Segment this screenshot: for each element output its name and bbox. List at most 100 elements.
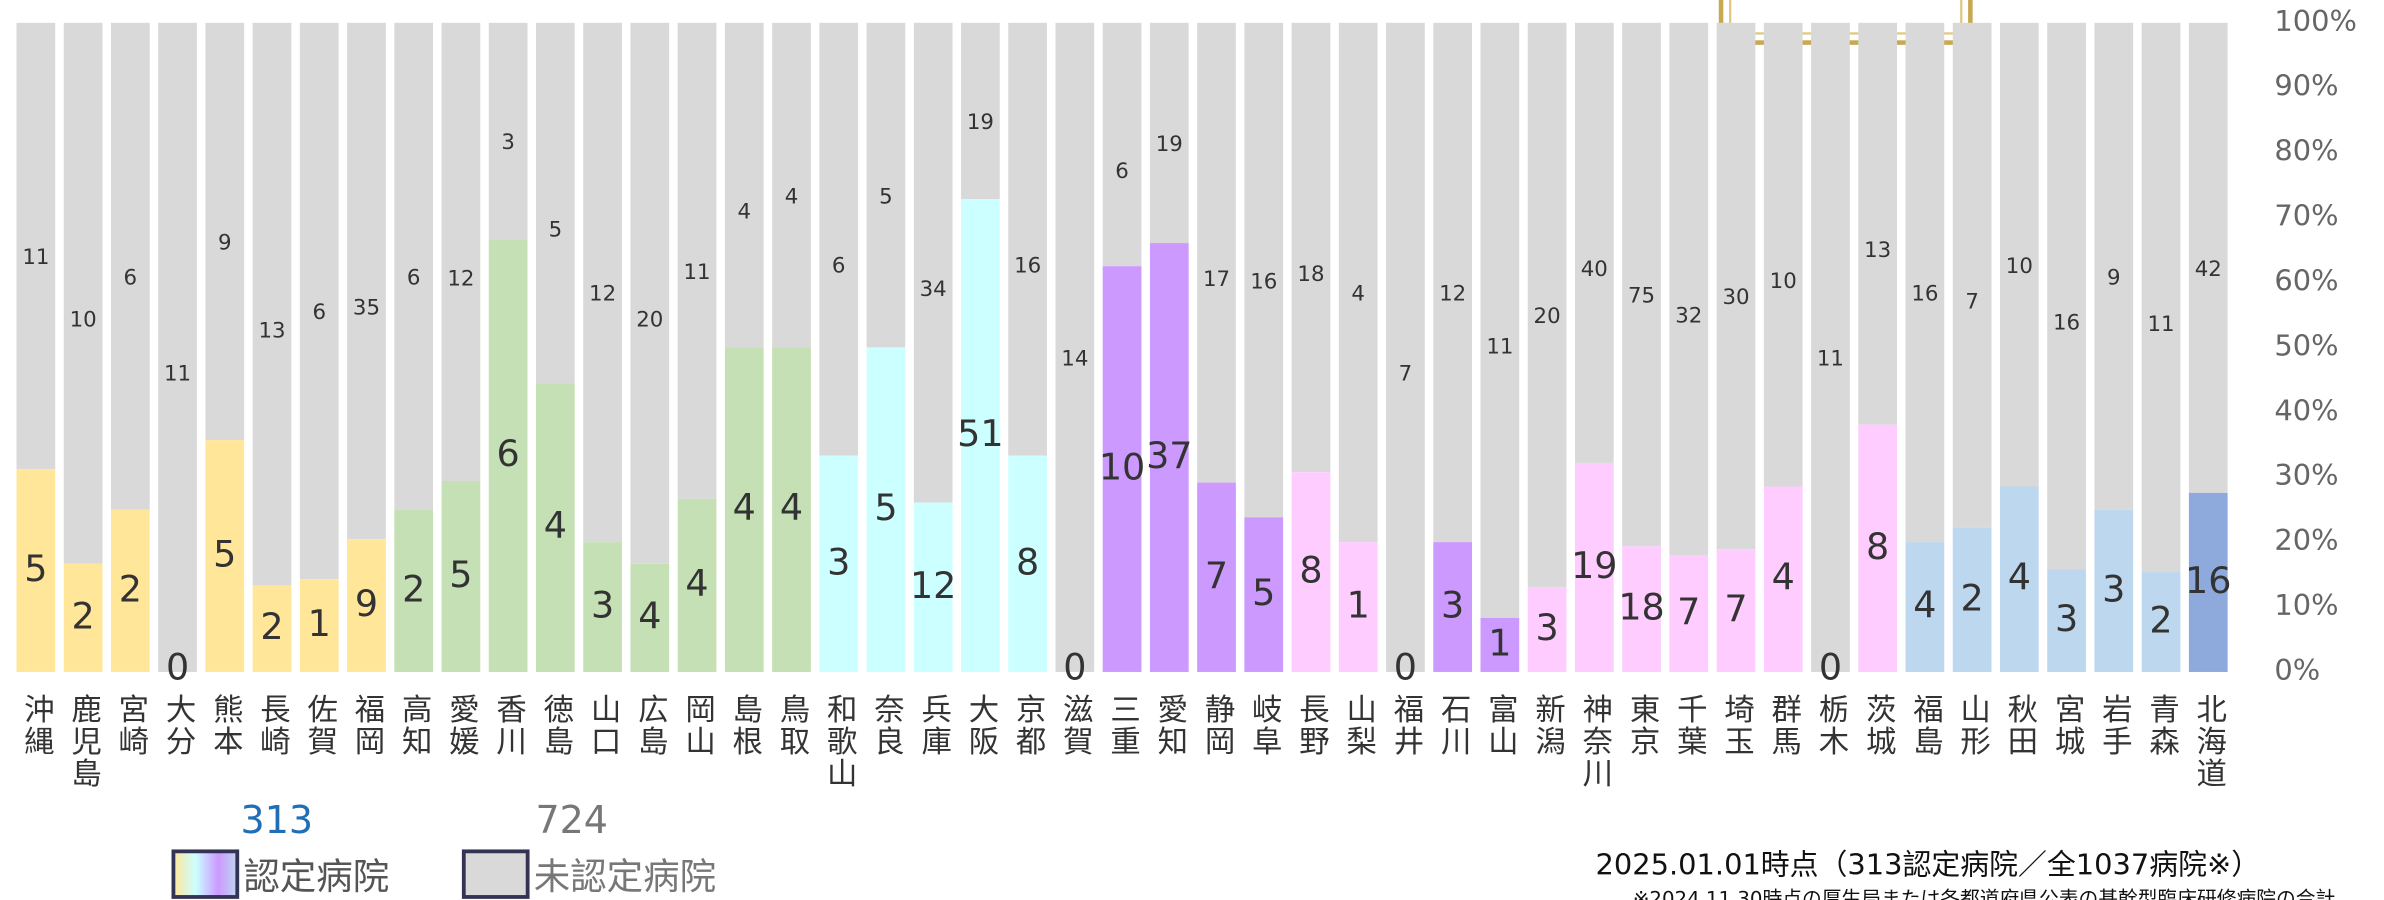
x-tick-label: 岩手: [2096, 693, 2132, 757]
bar-segment: [441, 22, 481, 482]
bar-segment: [1999, 486, 2039, 672]
data-label: 0: [1063, 645, 1086, 688]
x-tick-label: 茨城: [1860, 693, 1895, 757]
bar-segment: [536, 383, 575, 672]
bar-segment: [110, 509, 150, 672]
data-label: 2: [260, 605, 283, 648]
data-label: 6: [497, 432, 520, 475]
bar-segment: [2047, 22, 2086, 570]
data-label: 4: [1772, 556, 1795, 599]
bar-segment: [1669, 22, 1709, 556]
bar-segment: [2094, 22, 2134, 510]
data-label: 13: [258, 318, 285, 343]
x-tick-label: 宮城: [2049, 693, 2084, 757]
bar-segment: [1055, 22, 1095, 672]
data-label: 16: [1250, 269, 1277, 294]
data-label: 4: [544, 504, 567, 547]
bar-segment: [677, 498, 717, 672]
data-label: 51: [957, 412, 1003, 455]
bar-segment: [2047, 569, 2086, 672]
bar-segment: [1244, 22, 1284, 518]
data-label: 9: [218, 231, 232, 256]
x-tick-label: 大阪: [963, 693, 998, 757]
data-label: 16: [2053, 310, 2080, 335]
bar-segment: [1527, 22, 1567, 588]
bar-segment: [1338, 542, 1378, 672]
x-tick-label: 奈良: [868, 693, 904, 757]
legend-swatch: [171, 849, 240, 899]
y-tick-label: 0%: [2274, 653, 2320, 687]
bar-segment: [1197, 22, 1236, 483]
data-label: 9: [355, 582, 378, 625]
data-label: 2: [2149, 599, 2172, 642]
bar-segment: [347, 539, 386, 672]
data-label: 3: [2102, 567, 2125, 610]
bar-segment: [1102, 266, 1142, 672]
bar-segment: [252, 22, 292, 586]
bar-segment: [1149, 22, 1189, 244]
bar-segment: [1811, 22, 1850, 672]
x-tick-label: 秋田: [2002, 693, 2038, 757]
bar-segment: [1008, 455, 1047, 672]
data-label: 3: [591, 584, 614, 627]
x-tick-label: 北海道: [2191, 693, 2226, 789]
x-tick-label: 神奈川: [1577, 693, 1613, 789]
bar-segment: [1716, 22, 1756, 550]
x-tick-label: 島根: [727, 693, 762, 757]
bar-segment: [2141, 572, 2181, 672]
x-tick-label: 高知: [396, 693, 431, 757]
x-tick-label: 石川: [1435, 693, 1471, 757]
bar-segment: [441, 481, 481, 672]
data-label: 18: [1618, 586, 1664, 629]
bar-segment: [583, 542, 622, 672]
data-label: 16: [1014, 254, 1041, 279]
y-tick-label: 30%: [2274, 458, 2338, 492]
bar-segment: [2188, 492, 2228, 672]
data-label: 4: [785, 184, 799, 209]
bar-segment: [205, 440, 245, 672]
bar-segment: [1858, 22, 1898, 425]
data-label: 34: [920, 277, 947, 302]
data-label: 12: [447, 266, 474, 291]
data-label: 4: [780, 486, 803, 529]
bar-segment: [913, 22, 953, 503]
data-label: 4: [737, 199, 751, 224]
data-label: 16: [1911, 282, 1938, 307]
bar-segment: [1622, 22, 1661, 547]
bar-segment: [1858, 424, 1898, 672]
data-label: 14: [1061, 347, 1088, 372]
bar-segment: [299, 579, 339, 672]
bar-segment: [1433, 542, 1473, 672]
bar-segment: [1574, 462, 1614, 672]
data-label: 30: [1722, 285, 1749, 310]
x-tick-label: 福井: [1388, 693, 1424, 757]
data-label: 4: [1351, 282, 1365, 307]
bar-segment: [866, 347, 906, 672]
data-label: 5: [549, 217, 563, 242]
data-label: 2: [119, 567, 142, 610]
y-tick-label: 50%: [2274, 328, 2338, 362]
data-label: 5: [213, 533, 236, 576]
x-tick-label: 福岡: [349, 693, 385, 757]
data-label: 7: [1677, 590, 1700, 633]
bar-segment: [819, 22, 859, 456]
bar-segment: [1291, 22, 1331, 473]
data-label: 42: [2195, 257, 2222, 282]
bar-segment: [630, 22, 670, 564]
data-label: 5: [24, 547, 47, 590]
data-label: 11: [1817, 347, 1844, 372]
y-tick-label: 100%: [2274, 4, 2357, 38]
bar-segment: [1763, 486, 1803, 672]
x-tick-label: 鳥取: [774, 693, 809, 757]
data-label: 5: [874, 486, 897, 529]
bar-segment: [1149, 243, 1189, 672]
x-tick-label: 香川: [491, 693, 527, 757]
x-tick-label: 静岡: [1199, 693, 1234, 757]
x-tick-label: 広島: [632, 693, 667, 757]
data-label: 10: [1099, 446, 1145, 489]
data-label: 11: [22, 245, 49, 270]
data-label: 4: [2008, 556, 2031, 599]
x-tick-label: 三重: [1105, 693, 1140, 757]
data-label: 6: [312, 300, 326, 325]
bar-segment: [347, 22, 386, 540]
